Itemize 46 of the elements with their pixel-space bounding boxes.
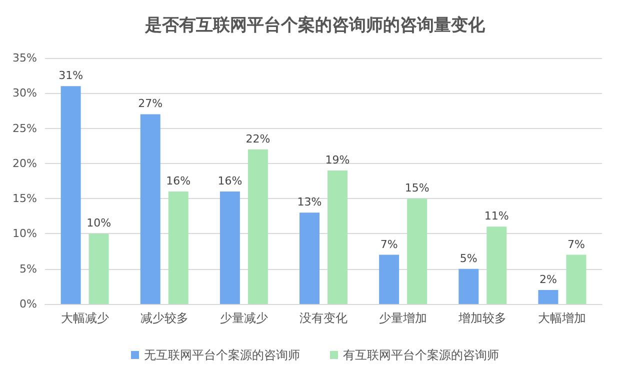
bar [168, 192, 188, 304]
bar [458, 268, 479, 304]
x-tick-label: 没有变化 [300, 311, 348, 325]
data-label: 22% [246, 132, 270, 146]
legend-label: 无互联网平台个案源的咨询师 [144, 348, 300, 362]
bar [328, 170, 348, 304]
data-label: 5% [460, 252, 478, 265]
data-label: 13% [297, 196, 322, 209]
y-tick-label: 5% [20, 262, 37, 276]
data-label: 7% [380, 238, 398, 251]
data-label: 11% [484, 210, 509, 223]
data-label: 27% [138, 97, 163, 110]
x-tick-label: 少量减少 [220, 311, 268, 325]
data-label: 7% [567, 238, 585, 251]
y-tick-label: 30% [12, 86, 37, 100]
data-label: 2% [539, 272, 557, 286]
bar [379, 254, 400, 304]
data-label: 16% [166, 174, 191, 188]
data-label: 10% [86, 216, 112, 230]
bar [566, 254, 586, 304]
data-label: 15% [404, 182, 430, 195]
x-tick-label: 大幅增加 [538, 311, 586, 325]
bar [486, 226, 507, 304]
legend-label: 有互联网平台个案源的咨询师 [343, 348, 499, 362]
bar [220, 192, 240, 304]
data-label: 16% [218, 174, 242, 188]
bar [140, 114, 160, 304]
bar [300, 212, 320, 304]
data-label: 31% [58, 69, 84, 82]
x-tick-label: 少量增加 [379, 311, 428, 325]
y-tick-label: 15% [12, 192, 37, 206]
x-tick-label: 减少较多 [140, 311, 188, 325]
bar [538, 290, 558, 304]
bar [60, 86, 81, 304]
bar [407, 198, 428, 304]
chart-title: 是否有互联网平台个案的咨询师的咨询量变化 [144, 14, 486, 36]
y-tick-label: 0% [20, 298, 37, 310]
x-tick-label: 增加较多 [458, 311, 507, 325]
y-tick-label: 10% [12, 227, 37, 240]
bar [88, 234, 109, 304]
data-label: 19% [325, 153, 350, 166]
x-tick-label: 大幅减少 [60, 311, 109, 325]
bar [248, 149, 268, 304]
y-tick-label: 35% [12, 52, 37, 64]
y-tick-label: 20% [12, 156, 37, 170]
y-tick-label: 25% [12, 122, 37, 135]
